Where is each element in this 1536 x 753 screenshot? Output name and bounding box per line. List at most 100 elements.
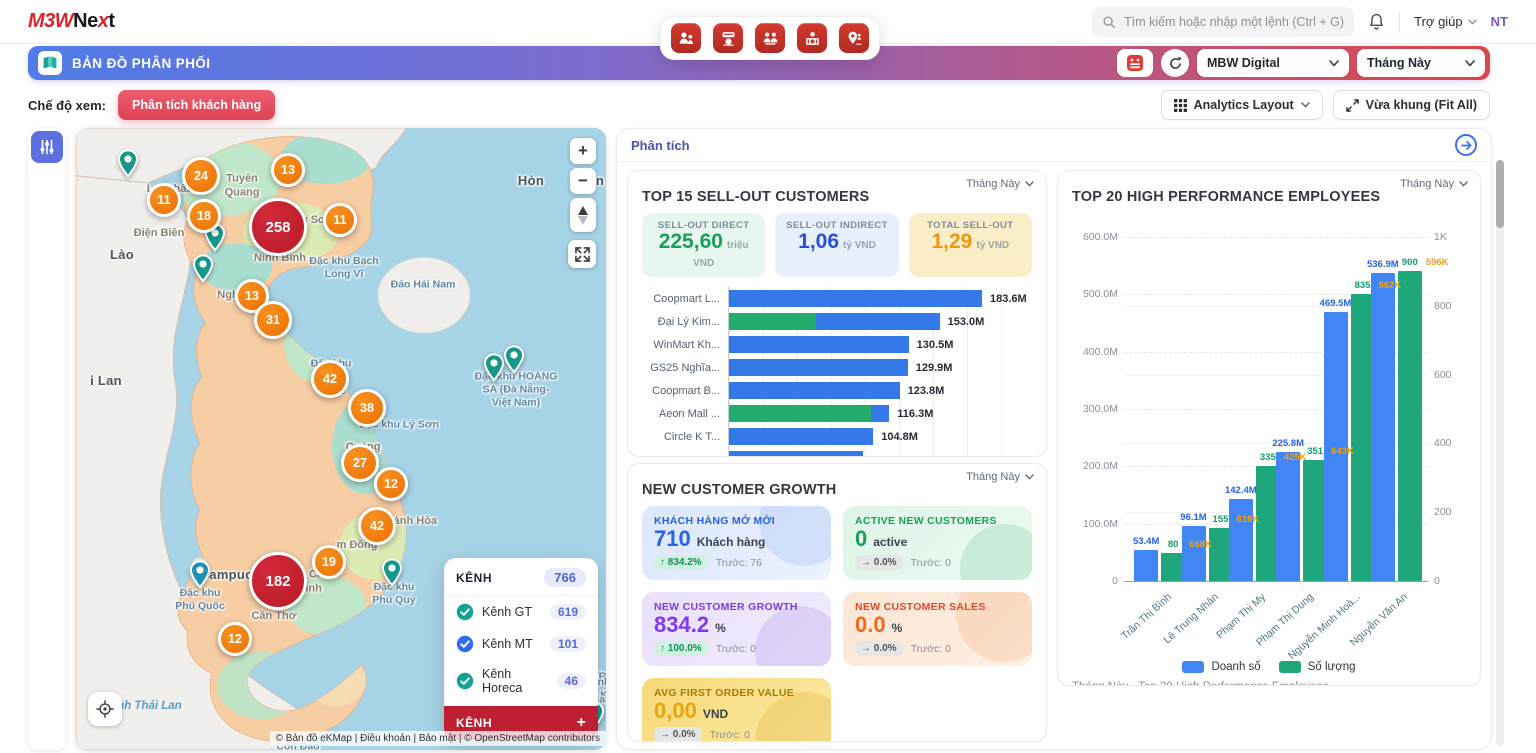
zoom-out-button[interactable]: −	[570, 168, 596, 194]
map-pin-green[interactable]	[483, 353, 506, 382]
data-source-button[interactable]	[1117, 49, 1153, 77]
map-cluster-marker[interactable]: 13	[271, 153, 305, 187]
map-cluster-marker[interactable]: 18	[187, 199, 221, 233]
growth-stat-card: AVG FIRST ORDER VALUE 0,00 VND → 0.0% Trư…	[642, 678, 831, 741]
search-input[interactable]	[1124, 14, 1345, 29]
channel-toggle-kênh-mt[interactable]: Kênh MT 101	[444, 628, 598, 660]
top20-period-select[interactable]: Tháng Này	[1400, 178, 1468, 190]
app-sales-icon[interactable]	[797, 23, 827, 53]
revenue-bar	[1181, 525, 1206, 581]
top15-bar-row	[642, 448, 1032, 456]
chevron-down-icon	[1329, 59, 1339, 67]
top15-bar-row: Circle K T... 104.8M	[642, 425, 1032, 449]
view-mode-label: Chế độ xem:	[28, 97, 107, 113]
zoom-in-button[interactable]: +	[570, 138, 596, 164]
map-cluster-marker[interactable]: 42	[358, 507, 396, 545]
help-menu[interactable]: Trợ giúp	[1414, 14, 1477, 29]
new-customer-growth-panel: Tháng Này NEW CUSTOMER GROWTH KHÁCH HÀNG…	[627, 463, 1047, 742]
map-pin-green[interactable]	[381, 558, 404, 587]
channel-total-badge: 766	[544, 568, 586, 587]
chevron-down-icon	[1459, 181, 1468, 187]
map-cluster-marker[interactable]: 31	[254, 301, 292, 339]
locate-target-icon	[96, 700, 114, 718]
logo[interactable]: M3WNext	[28, 10, 115, 32]
channel-count-badge: 101	[549, 636, 586, 652]
growth-title: NEW CUSTOMER GROWTH	[642, 482, 837, 498]
collapse-panel-button[interactable]	[1455, 134, 1477, 156]
legend-item[interactable]: Số lượng	[1278, 661, 1356, 673]
map-attribution[interactable]: © Bản đồ eKMap | Điều khoản | Bảo mật | …	[269, 731, 606, 746]
organization-select[interactable]: MBW Digital	[1197, 49, 1349, 77]
top15-bar-row: Coopmart B... 123.8M	[642, 379, 1032, 403]
quantity-bar	[1350, 293, 1375, 581]
analytics-layout-button[interactable]: Analytics Layout	[1160, 90, 1323, 120]
chevron-down-icon	[1025, 474, 1034, 480]
top15-bar-row: WinMart Kh... 130.5M	[642, 333, 1032, 357]
refresh-button[interactable]	[1161, 49, 1189, 77]
period-select[interactable]: Tháng Này	[1357, 49, 1485, 77]
fit-all-button[interactable]: Vừa khung (Fit All)	[1332, 90, 1490, 120]
channel-toggle-kênh-horeca[interactable]: Kênh Horeca 46	[444, 660, 598, 702]
growth-period-select[interactable]: Tháng Này	[966, 471, 1034, 483]
locate-button[interactable]	[88, 692, 122, 726]
analytics-scrollbar[interactable]	[1496, 160, 1504, 746]
pitch-control[interactable]	[570, 198, 596, 232]
check-circle-icon	[456, 603, 474, 621]
top15-period-select[interactable]: Tháng Này	[966, 178, 1034, 190]
expand-arrows-icon	[1345, 98, 1359, 112]
check-circle-icon	[456, 672, 474, 690]
stat-card: SELL-OUT DIRECT 225,60 triệu VND	[642, 213, 766, 278]
chevron-down-icon	[1467, 18, 1477, 25]
stat-card: TOTAL SELL-OUT 1,29 tỷ VND	[908, 213, 1032, 278]
app-pos-icon[interactable]	[713, 23, 743, 53]
check-circle-icon	[456, 635, 474, 653]
map-pin-green[interactable]	[192, 254, 215, 283]
map-cluster-marker[interactable]: 24	[182, 157, 220, 195]
map-cluster-marker[interactable]: 11	[147, 183, 181, 217]
app-employees-icon[interactable]	[755, 23, 785, 53]
app-distribution-map-icon[interactable]	[839, 23, 869, 53]
global-search[interactable]	[1092, 6, 1355, 37]
app-customers-icon[interactable]	[671, 23, 701, 53]
logo-mark: M3W	[28, 10, 74, 32]
analytics-container: Phân tích Tháng Này TOP 15 SELL-OUT CUST…	[616, 128, 1492, 750]
trend-badge: → 0.0%	[855, 555, 903, 570]
map-cluster-marker[interactable]: 258	[249, 198, 307, 256]
legend-item[interactable]: Doanh số	[1182, 661, 1261, 673]
map-cluster-marker[interactable]: 42	[311, 360, 349, 398]
map-pin-green[interactable]	[503, 345, 526, 374]
growth-stat-card: KHÁCH HÀNG MỞ MỚI 710 Khách hàng ↑ 834.2%…	[642, 506, 831, 580]
map-pin-teal[interactable]	[189, 560, 212, 589]
channel-toggle-kênh-gt[interactable]: Kênh GT 619	[444, 596, 598, 628]
map-cluster-marker[interactable]: 19	[312, 545, 346, 579]
arrow-up-icon	[578, 205, 588, 215]
page-header: BẢN ĐỒ PHÂN PHỐI MBW Digital Tháng Này	[28, 46, 1490, 80]
fullscreen-button[interactable]	[568, 240, 596, 268]
map-cluster-marker[interactable]: 12	[218, 622, 252, 656]
growth-stat-card: NEW CUSTOMER GROWTH 834.2% ↑ 100.0% Trướ…	[642, 592, 831, 666]
filters-toggle-button[interactable]	[31, 131, 63, 163]
quantity-bar	[1161, 553, 1186, 581]
avatar[interactable]: NT	[1490, 14, 1508, 29]
channel-count-badge: 46	[556, 673, 586, 689]
fullscreen-icon	[574, 246, 590, 262]
map-cluster-marker[interactable]: 12	[374, 467, 408, 501]
revenue-bar	[1323, 311, 1348, 581]
customer-analysis-mode-button[interactable]: Phân tích khách hàng	[118, 90, 276, 120]
view-mode-bar: Chế độ xem: Phân tích khách hàng Analyti…	[28, 90, 1490, 120]
top20-title: TOP 20 HIGH PERFORMANCE EMPLOYEES	[1072, 189, 1381, 205]
map-cluster-marker[interactable]: 38	[348, 389, 386, 427]
growth-stat-card: ACTIVE NEW CUSTOMERS 0 active → 0.0% Trướ…	[843, 506, 1032, 580]
map-cluster-marker[interactable]: 182	[249, 552, 307, 610]
scrollbar-thumb[interactable]	[1496, 160, 1504, 228]
quantity-bar	[1397, 271, 1422, 581]
map-cluster-marker[interactable]: 27	[341, 444, 379, 482]
trend-badge: ↑ 100.0%	[654, 641, 708, 656]
map-cluster-marker[interactable]: 11	[323, 203, 357, 237]
revenue-bar	[1134, 550, 1159, 581]
map-pin-green[interactable]	[117, 149, 140, 178]
analytics-header: Phân tích	[617, 129, 1491, 162]
notifications-bell-icon[interactable]	[1368, 13, 1385, 31]
